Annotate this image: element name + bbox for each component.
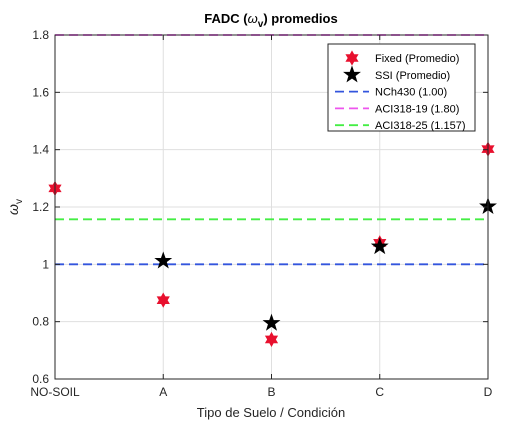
y-tick-label: 1.8 [32, 28, 49, 42]
title-omega: ω [248, 11, 258, 26]
y-tick-label: 1.4 [32, 143, 49, 157]
legend: Fixed (Promedio) SSI (Promedio) NCh430 (1.… [327, 43, 476, 132]
x-axis-label: Tipo de Suelo / Condición [197, 405, 345, 420]
x-tick-label: A [159, 385, 167, 399]
y-tick-label: 1 [42, 257, 49, 271]
title-tail: ) promedios [263, 11, 337, 26]
data-point [154, 251, 173, 269]
data-point [370, 237, 389, 255]
ylabel-omega: ω [5, 204, 21, 215]
legend-label: ACI318-25 (1.157) [375, 120, 466, 132]
legend-marker [345, 50, 359, 66]
chart-title: FADC (ωv) promedios [204, 11, 337, 30]
data-point [156, 292, 170, 308]
x-tick-label: NO-SOIL [30, 385, 80, 399]
x-tick-label: C [375, 385, 384, 399]
y-tick-label: 1.6 [32, 85, 49, 99]
y-axis-label: ωv [5, 199, 25, 215]
x-axis-ticks: NO-SOIL A B C D [30, 35, 493, 399]
legend-marker [343, 65, 361, 83]
legend-label: ACI318-19 (1.80) [375, 103, 459, 115]
legend-label: NCh430 (1.00) [375, 87, 447, 99]
legend-label: SSI (Promedio) [375, 70, 450, 82]
legend-label: Fixed (Promedio) [375, 53, 459, 65]
y-tick-label: 1.2 [32, 200, 49, 214]
y-tick-label: 0.8 [32, 315, 49, 329]
y-axis-ticks: 0.6 0.8 1 1.2 1.4 1.6 1.8 [32, 28, 488, 386]
y-tick-label: 0.6 [32, 372, 49, 386]
data-point [264, 331, 279, 348]
x-tick-label: B [267, 385, 275, 399]
ylabel-sub: v [14, 199, 25, 204]
title-sub: v [258, 19, 264, 30]
data-point [262, 313, 281, 331]
x-tick-label: D [484, 385, 493, 399]
title-main: FADC ( [204, 11, 248, 26]
